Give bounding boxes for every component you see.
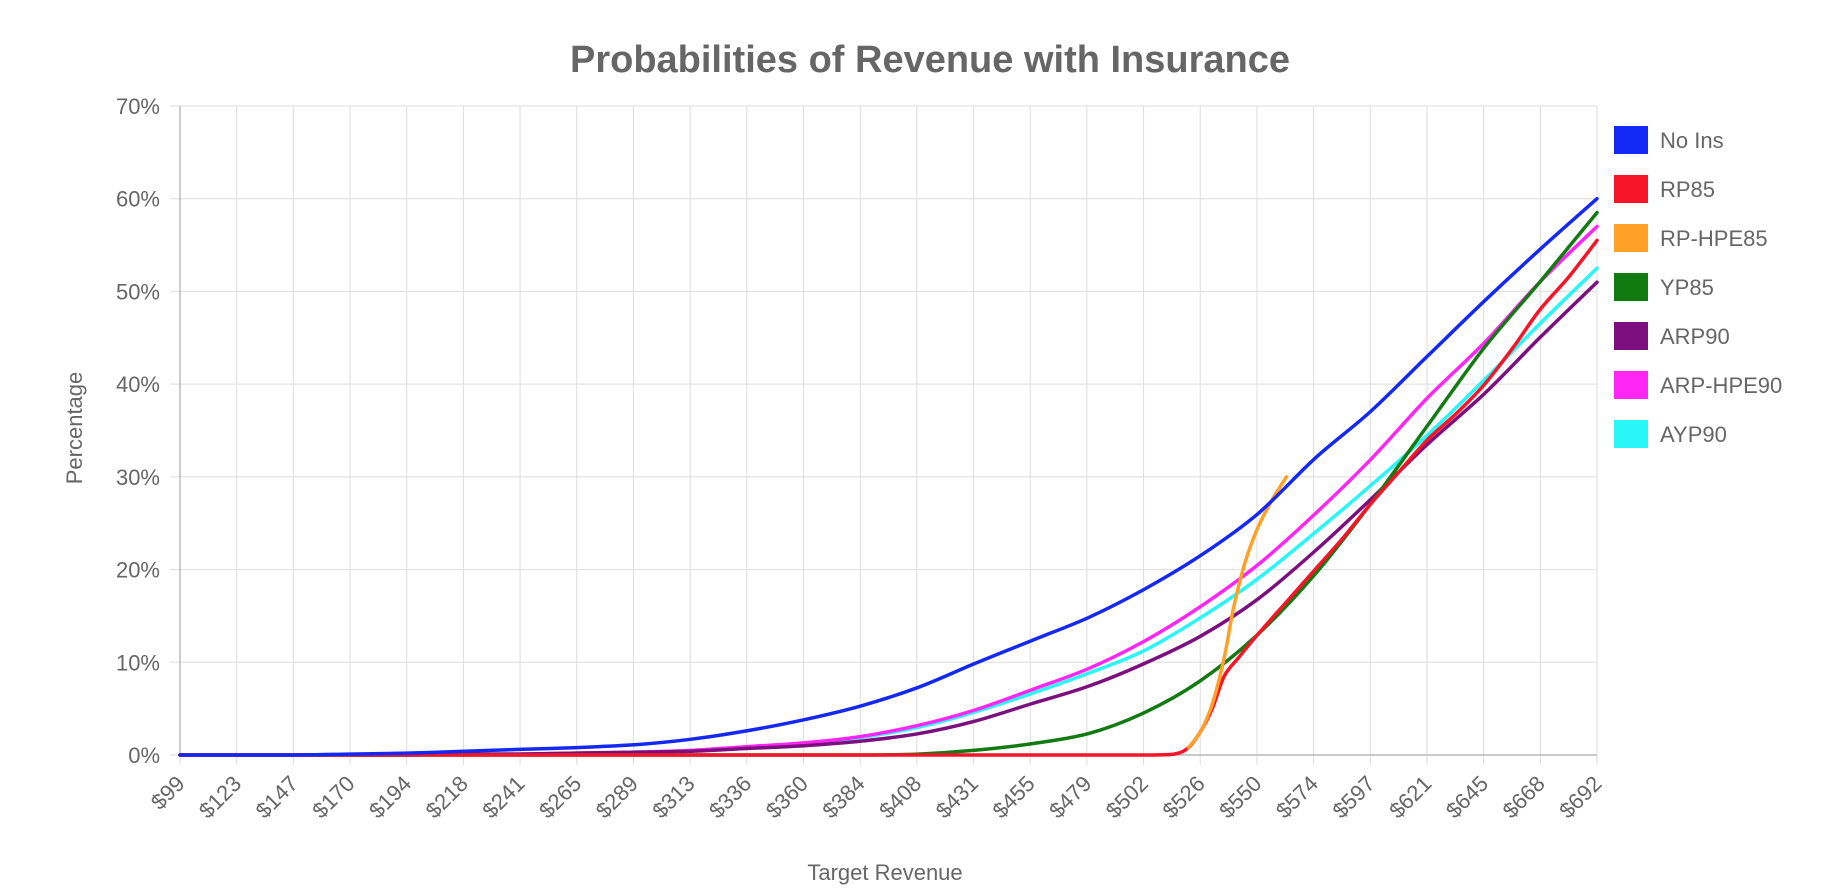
x-tick-label: $289 <box>591 771 643 823</box>
x-tick-label: $526 <box>1157 771 1209 823</box>
chart-title: Probabilities of Revenue with Insurance <box>570 39 1290 81</box>
y-tick-label: 20% <box>116 558 160 583</box>
x-tick-label: $241 <box>477 771 529 823</box>
x-tick-label: $360 <box>761 771 813 823</box>
x-tick-label: $336 <box>704 771 756 823</box>
y-tick-label: 70% <box>116 94 160 119</box>
x-tick-label: $621 <box>1384 771 1436 823</box>
series-line-yp85 <box>178 210 1599 757</box>
x-tick-label: $194 <box>364 771 416 823</box>
x-tick-label: $313 <box>647 771 699 823</box>
x-axis-tick-labels: $99 $123 $147 $170 $194 $218 $241 $265 $289 $313 $… <box>146 771 1607 823</box>
legend-swatch-ayp90[interactable] <box>1614 420 1648 448</box>
x-tick-label: $455 <box>987 771 1039 823</box>
legend-label[interactable]: YP85 <box>1660 275 1714 300</box>
series-line-no-ins <box>178 196 1599 757</box>
y-tick-label: 0% <box>128 743 160 768</box>
x-tick-label: $384 <box>817 771 869 823</box>
x-tick-label: $408 <box>874 771 926 823</box>
series-lines <box>178 196 1599 757</box>
x-tick-label: $170 <box>307 771 359 823</box>
x-tick-label: $479 <box>1044 771 1096 823</box>
x-tick-label: $147 <box>251 771 303 823</box>
x-tick-label: $574 <box>1271 771 1323 823</box>
legend-swatch-rp-hpe85[interactable] <box>1614 224 1648 252</box>
legend-swatch-arp-hpe90[interactable] <box>1614 371 1648 399</box>
x-tick-label: $645 <box>1441 771 1493 823</box>
series-line-rp-hpe85 <box>1186 475 1289 750</box>
axes <box>179 106 1597 756</box>
x-tick-label: $692 <box>1554 771 1606 823</box>
series-line-arp90 <box>178 280 1599 757</box>
legend-swatch-rp85[interactable] <box>1614 175 1648 203</box>
x-tick-label: $218 <box>421 771 473 823</box>
x-tick-label: $502 <box>1101 771 1153 823</box>
legend-swatch-arp90[interactable] <box>1614 322 1648 350</box>
legend-label[interactable]: No Ins <box>1660 128 1724 153</box>
x-tick-label: $431 <box>931 771 983 823</box>
x-tick-label: $265 <box>534 771 586 823</box>
y-axis-tick-labels: 0% 10% 20% 30% 40% 50% 60% 70% <box>116 94 160 768</box>
legend-swatch-no-ins[interactable] <box>1614 126 1648 154</box>
legend-label[interactable]: ARP90 <box>1660 324 1730 349</box>
y-axis-title: Percentage <box>62 372 87 485</box>
legend-label[interactable]: ARP-HPE90 <box>1660 373 1782 398</box>
x-axis-title: Target Revenue <box>807 860 962 885</box>
legend: No Ins RP85 RP-HPE85 YP85 ARP90 ARP-HPE90 AYP9… <box>1614 126 1782 448</box>
y-tick-label: 50% <box>116 279 160 304</box>
y-tick-label: 40% <box>116 372 160 397</box>
x-tick-label: $550 <box>1214 771 1266 823</box>
y-tick-label: 30% <box>116 465 160 490</box>
y-tick-label: 10% <box>116 650 160 675</box>
x-tick-label: $99 <box>146 771 190 815</box>
legend-swatch-yp85[interactable] <box>1614 273 1648 301</box>
legend-label[interactable]: AYP90 <box>1660 422 1727 447</box>
legend-label[interactable]: RP-HPE85 <box>1660 226 1768 251</box>
y-tick-label: 60% <box>116 187 160 212</box>
x-tick-label: $597 <box>1328 771 1380 823</box>
x-tick-label: $123 <box>194 771 246 823</box>
legend-label[interactable]: RP85 <box>1660 177 1715 202</box>
x-tick-label: $668 <box>1498 771 1550 823</box>
grid <box>170 105 1598 765</box>
series-line-rp85 <box>178 238 1599 757</box>
series-line-ayp90 <box>178 266 1599 757</box>
